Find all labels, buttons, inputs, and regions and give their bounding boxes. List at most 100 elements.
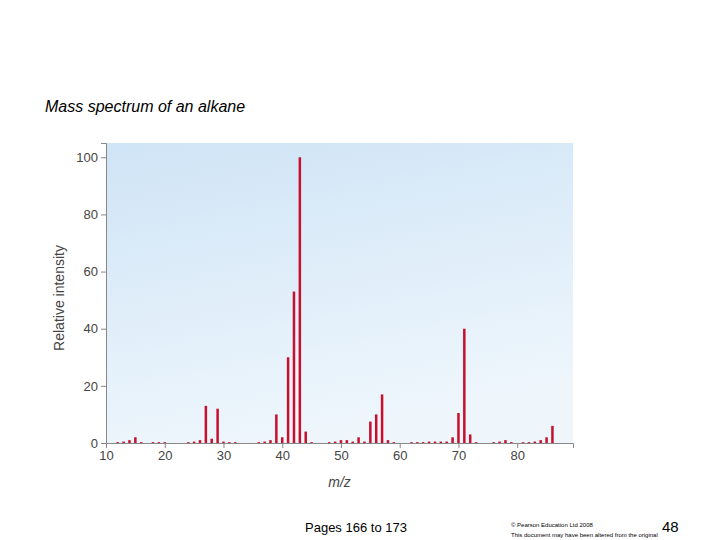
notice: This document may have been altered from… xyxy=(511,532,658,538)
tick-mark xyxy=(101,272,106,273)
bar xyxy=(393,442,396,443)
bar xyxy=(445,442,448,443)
bar xyxy=(334,442,337,443)
bar xyxy=(475,442,478,443)
tick: 100 xyxy=(76,150,106,165)
tick: 70 xyxy=(452,443,466,463)
bar xyxy=(234,442,237,443)
bar xyxy=(504,440,507,443)
bar xyxy=(387,440,390,443)
pages: Pages 166 to 173 xyxy=(305,520,407,535)
bar xyxy=(363,442,366,443)
bar xyxy=(281,437,284,443)
bar xyxy=(122,442,125,443)
tick-label: 10 xyxy=(99,448,113,463)
bar xyxy=(551,426,554,443)
bar xyxy=(381,394,384,443)
tick-mark xyxy=(101,157,106,158)
bar xyxy=(422,442,425,443)
title: Mass spectrum of an alkane xyxy=(45,98,245,115)
tick-label: 100 xyxy=(76,150,98,165)
tick: 80 xyxy=(510,443,524,463)
bar xyxy=(539,440,542,443)
tick: 50 xyxy=(334,443,348,463)
tick-label: 60 xyxy=(393,448,407,463)
bar xyxy=(222,442,225,443)
tick-label: 0 xyxy=(91,436,98,451)
bar xyxy=(275,414,278,443)
bar xyxy=(210,439,213,443)
tick-label: 30 xyxy=(217,448,231,463)
bar xyxy=(340,440,343,443)
tick: 40 xyxy=(275,443,289,463)
bar xyxy=(263,442,266,443)
tick-label: 50 xyxy=(334,448,348,463)
tick: 10 xyxy=(99,443,113,463)
bar xyxy=(310,442,313,443)
bars xyxy=(116,157,553,443)
bar xyxy=(205,406,208,443)
bar xyxy=(293,292,296,443)
bar xyxy=(299,157,302,443)
y-axis-title: Relative intensity xyxy=(51,245,67,351)
tick: 20 xyxy=(84,379,106,394)
bar xyxy=(163,442,166,443)
bar xyxy=(369,422,372,443)
tick-label: 20 xyxy=(158,448,172,463)
bar xyxy=(128,440,131,443)
bar xyxy=(528,442,531,443)
tick-mark xyxy=(101,443,106,444)
bar xyxy=(257,442,260,443)
tick-mark xyxy=(101,214,106,215)
bar xyxy=(357,437,360,443)
bar xyxy=(428,442,431,443)
y-axis: 0 20 40 60 80 100 xyxy=(76,144,106,451)
bar xyxy=(346,440,349,443)
bar xyxy=(199,440,202,443)
bar xyxy=(545,437,548,443)
tick: 80 xyxy=(84,207,106,222)
bar xyxy=(434,442,437,443)
tick-label: 80 xyxy=(510,448,524,463)
tick: 0 xyxy=(91,436,106,451)
bar xyxy=(304,432,307,443)
bar xyxy=(416,442,419,443)
tick-label: 60 xyxy=(84,264,98,279)
bar xyxy=(492,442,495,443)
plot-background xyxy=(106,143,573,443)
bar xyxy=(498,442,501,443)
tick: 30 xyxy=(217,443,231,463)
bar xyxy=(216,409,219,443)
tick-label: 40 xyxy=(84,321,98,336)
bar xyxy=(351,442,354,443)
tick: 40 xyxy=(84,321,106,336)
bar xyxy=(134,437,137,443)
slide: Mass spectrum of an alkane 10 20 30 40 50 60 70… xyxy=(0,0,720,540)
axis-line xyxy=(101,144,107,444)
bar xyxy=(440,442,443,443)
bar xyxy=(140,442,143,443)
tick-mark xyxy=(101,329,106,330)
tick: 60 xyxy=(393,443,407,463)
bar xyxy=(375,414,378,443)
x-axis-title: m/z xyxy=(328,474,351,490)
bar xyxy=(152,442,155,443)
bar xyxy=(193,442,196,443)
bar xyxy=(469,434,472,443)
bar xyxy=(457,413,460,443)
bar xyxy=(269,440,272,443)
tick-mark xyxy=(101,386,106,387)
bar xyxy=(534,442,537,443)
bar xyxy=(410,442,413,443)
bar xyxy=(287,357,290,443)
bar xyxy=(463,329,466,443)
bar xyxy=(522,442,525,443)
copyright: © Pearson Education Ltd 2008 xyxy=(511,522,593,528)
tick-label: 70 xyxy=(452,448,466,463)
tick: 20 xyxy=(158,443,172,463)
page-number: 48 xyxy=(662,518,679,535)
bar xyxy=(158,442,161,443)
bar xyxy=(451,437,454,443)
bar xyxy=(510,442,513,443)
bar xyxy=(187,442,190,443)
